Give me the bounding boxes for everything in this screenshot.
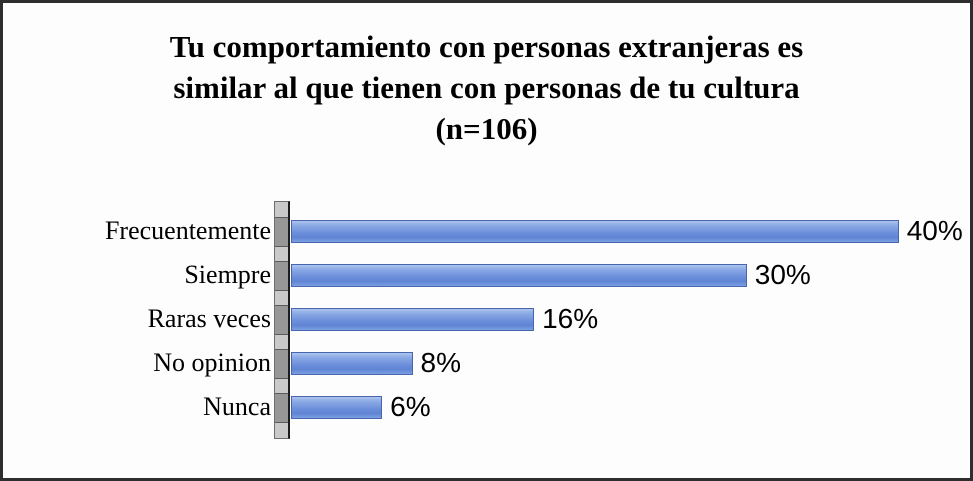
category-label: Nunca [203,392,271,421]
chart-title: Tu comportamiento con personas extranjer… [3,27,970,150]
bar-rows: Frecuentemente 40% Siempre 30% Raras veces 16… [3,209,970,429]
bar [291,263,747,287]
category-label: Frecuentemente [104,216,271,245]
bar-row: Frecuentemente 40% [3,209,970,253]
chart-title-line2: similar al que tienen con personas de tu… [173,69,800,105]
bar-track: 6% [291,393,970,421]
bar-track: 16% [291,305,970,333]
chart-title-line3: (n=106) [435,110,538,146]
category-label: Siempre [184,260,271,289]
category-label: No opinion [153,348,271,377]
chart-title-line1: Tu comportamiento con personas extranjer… [169,29,804,64]
bar-row: No opinion 8% [3,341,970,385]
bar [291,307,535,331]
value-label: 40% [906,215,963,246]
category-label: Raras veces [147,304,271,333]
bar-chart: Frecuentemente 40% Siempre 30% Raras veces 16… [3,201,970,439]
bar-track: 40% [291,217,970,245]
bar-row: Raras veces 16% [3,297,970,341]
value-label: 6% [390,391,431,422]
axis-tick [275,217,288,247]
value-label: 30% [754,259,811,290]
bar [291,395,383,419]
axis-tick [275,261,288,291]
bar-row: Siempre 30% [3,253,970,297]
bar-row: Nunca 6% [3,385,970,429]
axis-tick [275,305,288,335]
bar-track: 30% [291,261,970,289]
axis-tick [275,349,288,379]
bar [291,219,899,243]
value-label: 16% [542,303,599,334]
axis-wall [274,201,290,439]
axis-tick [275,393,288,423]
value-label: 8% [420,347,461,378]
bar-track: 8% [291,349,970,377]
bar [291,351,413,375]
